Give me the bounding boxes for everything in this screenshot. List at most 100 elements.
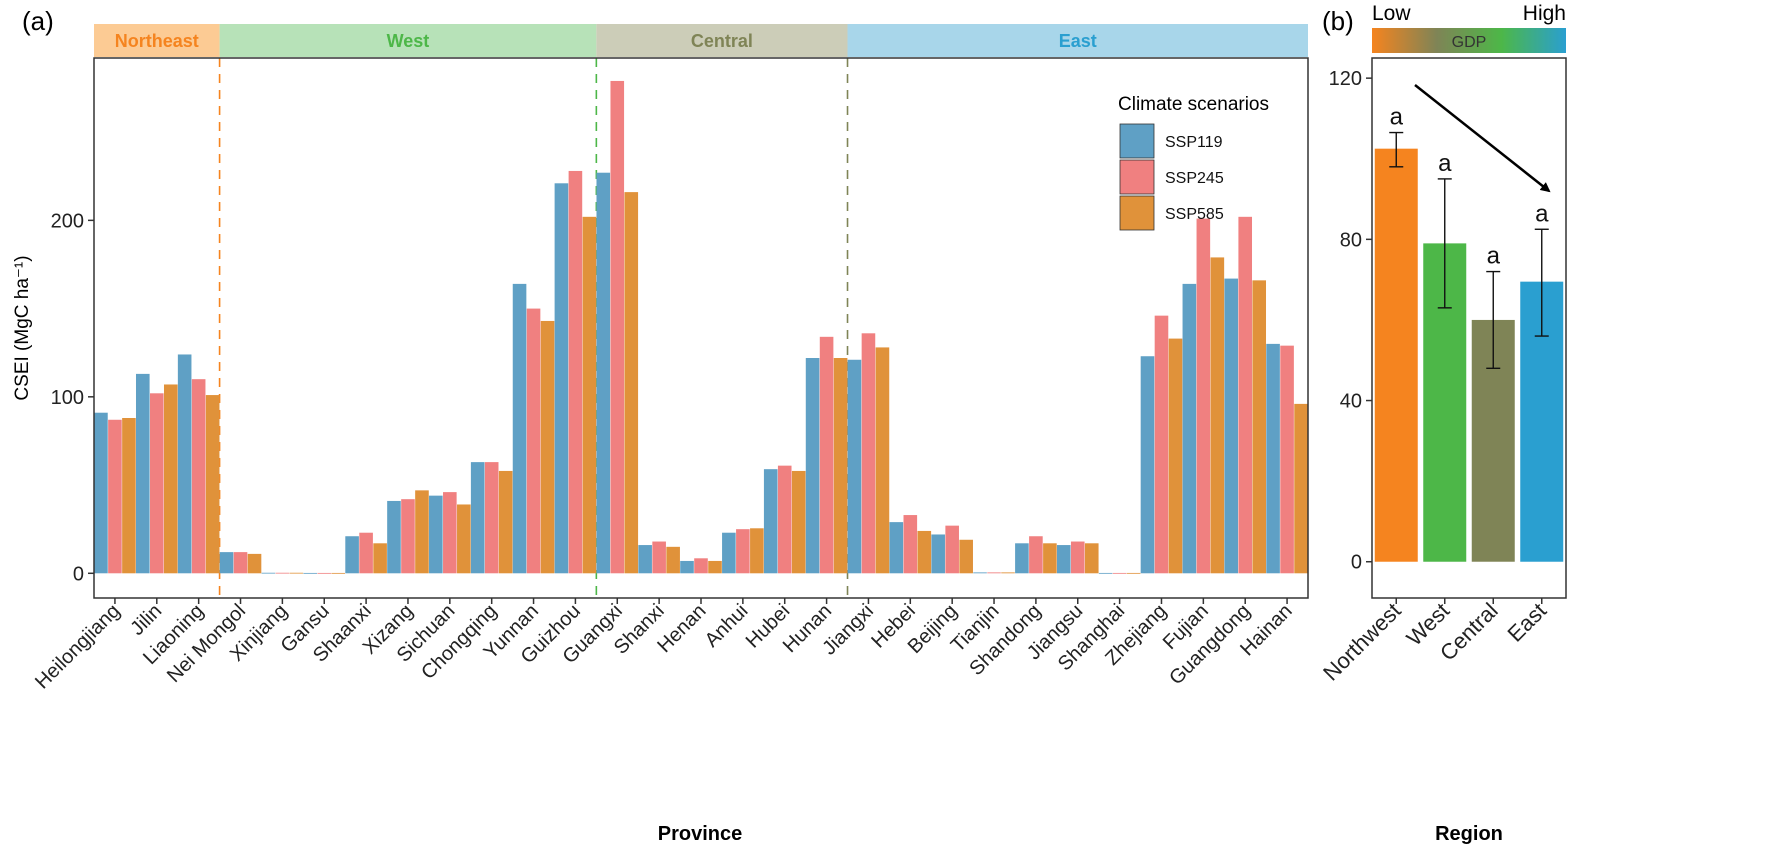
bar-ssp119	[722, 532, 736, 574]
bar-ssp119	[1015, 543, 1029, 574]
bar-ssp119	[303, 572, 318, 574]
bar-ssp585	[1210, 257, 1225, 574]
bar-ssp245	[317, 572, 332, 574]
legend-label-ssp585: SSP585	[1165, 206, 1224, 223]
bar-ssp245	[610, 80, 625, 574]
bar-ssp245	[861, 333, 876, 574]
y-axis-title: CSEI (MgC ha⁻¹)	[12, 255, 33, 400]
bar-ssp119	[177, 354, 192, 574]
legend-title: Climate scenarios	[1118, 94, 1269, 115]
panel-a: (a) Province CSEI (MgC ha⁻¹) Northeast We…	[12, 6, 1309, 845]
bar-ssp119	[1140, 356, 1155, 574]
bar-ssp119	[763, 469, 778, 574]
bar-ssp245	[777, 465, 792, 574]
bar-ssp585	[1126, 572, 1141, 574]
bar-ssp119	[512, 283, 527, 574]
region-label-east: East	[1059, 31, 1097, 51]
bar-ssp585	[1043, 543, 1057, 574]
y-tick-label: 0	[1351, 552, 1362, 574]
bar-ssp119	[219, 552, 234, 574]
significance-letter: a	[1535, 200, 1549, 227]
bar-ssp245	[1070, 541, 1085, 574]
bar-ssp585	[666, 546, 680, 574]
bar-ssp585	[1001, 572, 1015, 574]
x-tick-label: Anhui	[701, 600, 753, 652]
bar-ssp245	[1238, 216, 1253, 574]
bar-ssp119	[638, 545, 652, 574]
region-label-central: Central	[691, 31, 753, 51]
significance-letter: a	[1438, 150, 1452, 177]
bar-ssp119	[1098, 572, 1113, 574]
legend-key-ssp245	[1119, 159, 1155, 195]
significance-letter: a	[1390, 104, 1404, 131]
bar-ssp119	[1182, 283, 1197, 574]
bar-ssp119	[470, 462, 485, 574]
bar-ssp585	[415, 490, 429, 574]
bar-ssp585	[833, 358, 848, 574]
y-tick-label: 0	[73, 563, 84, 585]
legend-key-ssp119	[1119, 123, 1155, 159]
bar-ssp245	[694, 558, 708, 574]
bar-ssp585	[122, 418, 136, 574]
x-axis-title-b: Region	[1435, 823, 1503, 845]
bar-ssp245	[108, 419, 122, 574]
bar-ssp585	[708, 560, 722, 574]
bar-ssp585	[1168, 338, 1183, 574]
bar-ssp119	[847, 359, 862, 574]
x-tick-label: Henan	[653, 600, 710, 657]
bar-ssp585	[457, 504, 471, 574]
significance-letter: a	[1487, 243, 1501, 270]
bar-ssp245	[191, 379, 206, 574]
bar-ssp245	[903, 515, 918, 574]
bar-ssp119	[94, 412, 108, 574]
region-label-west: West	[387, 31, 430, 51]
bar-ssp245	[526, 308, 541, 574]
bar-ssp119	[889, 522, 904, 574]
trend-arrow-icon	[1414, 84, 1551, 193]
bar-ssp119	[261, 572, 276, 574]
bar-ssp585	[247, 553, 262, 574]
legend: Climate scenarios SSP119 SSP245 SSP585	[1118, 94, 1269, 231]
x-tick-label: Heilongjiang	[31, 600, 124, 693]
bar-ssp119	[596, 172, 611, 574]
x-axis-title: Province	[658, 823, 742, 845]
y-tick-label: 100	[51, 387, 84, 409]
y-tick-label: 40	[1340, 391, 1362, 413]
region-label-northeast: Northeast	[115, 31, 199, 51]
bar-ssp585	[1252, 280, 1267, 574]
bar-ssp119	[554, 183, 569, 574]
region-strip-central	[596, 24, 848, 57]
bar-ssp245	[1196, 218, 1211, 574]
gdp-gradient-bar	[1372, 28, 1566, 53]
panel-b-label: (b)	[1322, 6, 1354, 36]
bar-ssp585	[373, 543, 387, 574]
bar-ssp585	[582, 216, 597, 574]
bar-ssp585	[875, 347, 890, 574]
bar-ssp119	[1266, 343, 1280, 574]
bar-ssp245	[1280, 345, 1294, 574]
bar-ssp585	[289, 572, 304, 574]
region-strip-northeast	[94, 24, 220, 57]
bar-ssp245	[987, 572, 1001, 574]
bar-ssp585	[1084, 543, 1099, 574]
x-tick-label: Northwest	[1318, 598, 1406, 686]
bar-ssp245	[484, 462, 499, 574]
bar-ssp245	[275, 572, 290, 574]
bar-ssp245	[819, 336, 834, 574]
bar-ssp245	[1154, 315, 1169, 574]
bar-ssp585	[163, 384, 178, 574]
bar-ssp585	[1294, 403, 1308, 574]
bar-ssp245	[233, 552, 248, 574]
bar-ssp585	[540, 320, 555, 574]
bar-ssp119	[973, 572, 987, 574]
bar-ssp119	[387, 500, 401, 574]
region-strip-west	[219, 24, 597, 57]
bar-ssp585	[624, 192, 639, 574]
x-tick-label: East	[1502, 598, 1551, 647]
bar-ssp245	[652, 541, 666, 574]
bar-ssp119	[135, 373, 150, 574]
y-tick-label: 200	[51, 210, 84, 232]
bar-ssp119	[680, 560, 694, 574]
bar-ssp245	[568, 170, 583, 574]
